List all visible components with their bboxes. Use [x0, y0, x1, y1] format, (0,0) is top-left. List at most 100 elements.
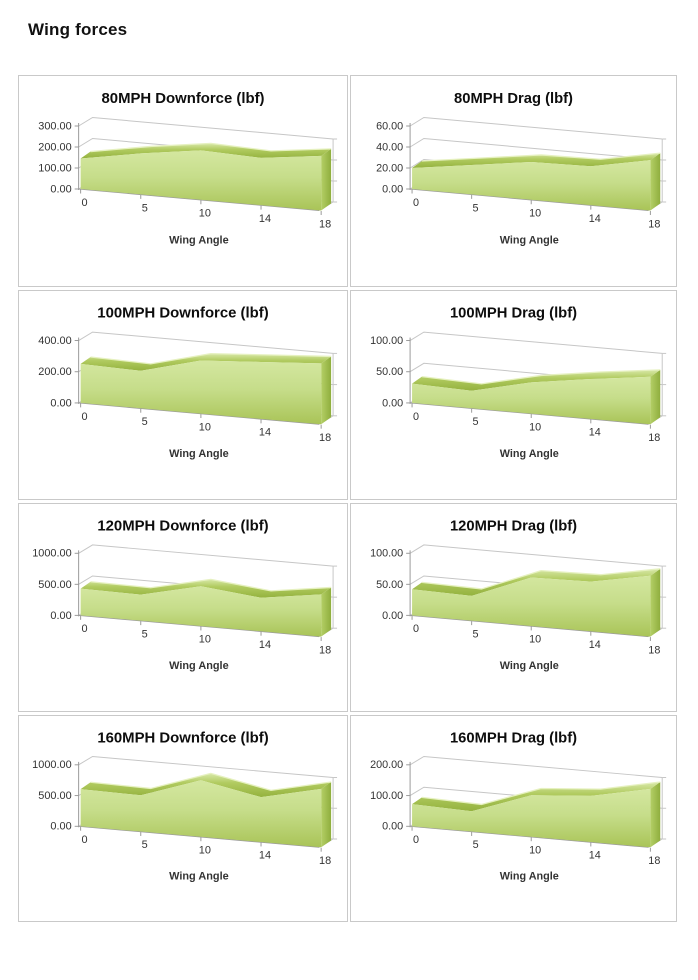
chart-title: 120MPH Downforce (lbf): [97, 519, 268, 535]
y-tick-label: 200.00: [370, 759, 403, 771]
area-front-face: [412, 376, 651, 425]
area-top-band: [80, 353, 332, 371]
x-tick-label: 18: [319, 855, 331, 867]
x-tick-label: 0: [82, 623, 88, 635]
x-tick-label: 5: [473, 628, 479, 640]
y-tick-label: 50.00: [376, 579, 403, 591]
area-band-highlight: [421, 568, 661, 590]
area-band-highlight: [90, 772, 332, 791]
y-tick-label: 500.00: [38, 579, 71, 591]
x-tick-label: 18: [648, 644, 660, 656]
chart-title: 80MPH Downforce (lbf): [101, 90, 264, 107]
area-front-face: [412, 788, 651, 848]
area-band-highlight: [421, 781, 661, 806]
chart-canvas-80mph-downforce: 80MPH Downforce (lbf) 0.00 100.00 200.00 300…: [38, 90, 338, 247]
gridline: [78, 544, 334, 567]
x-axis-title: Wing Angle: [169, 660, 229, 672]
y-tick-label: 400.00: [38, 335, 71, 347]
x-tick-label: 14: [259, 427, 271, 439]
x-tick-label: 14: [589, 213, 601, 225]
x-axis-title: Wing Angle: [169, 448, 229, 460]
y-tick-label: 50.00: [376, 366, 403, 378]
chart-120mph-drag: 120MPH Drag (lbf) 0.00 50.00 100.00 0 5 10 14 18…: [350, 503, 677, 712]
x-tick-label: 18: [648, 432, 660, 444]
chart-canvas-160mph-drag: 160MPH Drag (lbf) 0.00 100.00 200.00 0 5 10 14 1…: [370, 730, 667, 882]
chart-title: 100MPH Downforce (lbf): [97, 306, 268, 322]
chart-title: 160MPH Downforce (lbf): [97, 730, 268, 746]
y-tick-label: 60.00: [376, 120, 403, 132]
area-front-face: [412, 575, 651, 637]
chart-80mph-drag: 80MPH Drag (lbf) 0.00 20.00 40.00 60.00 0 5 10 1…: [350, 75, 677, 287]
x-axis-title: Wing Angle: [500, 448, 559, 460]
chart-canvas-160mph-downforce: 160MPH Downforce (lbf) 0.00 500.00 1000.00 0…: [32, 730, 338, 882]
x-tick-label: 14: [589, 850, 601, 862]
gridline: [409, 116, 663, 140]
area-band-highlight: [421, 369, 661, 385]
y-tick-label: 20.00: [376, 162, 403, 174]
x-tick-label: 14: [259, 639, 271, 651]
area-front-face: [80, 586, 322, 637]
gridline: [409, 756, 663, 778]
area-top-band: [412, 153, 661, 168]
gridline: [78, 116, 334, 140]
x-tick-label: 0: [413, 411, 419, 423]
x-tick-label: 18: [319, 218, 331, 230]
area-side-face: [650, 782, 661, 848]
y-tick-label: 0.00: [382, 610, 403, 622]
x-tick-label: 14: [259, 850, 271, 862]
chart-canvas-100mph-drag: 100MPH Drag (lbf) 0.00 50.00 100.00 0 5 10 14 18…: [370, 306, 667, 460]
area-side-face: [321, 148, 332, 211]
chart-canvas-120mph-downforce: 120MPH Downforce (lbf) 0.00 500.00 1000.00 0…: [32, 519, 338, 672]
area-front-face: [412, 160, 651, 211]
y-tick-label: 100.00: [370, 548, 403, 560]
x-tick-label: 5: [473, 416, 479, 428]
area-side-face: [650, 568, 661, 637]
y-tick-label: 300.00: [38, 120, 71, 132]
area-side-face: [650, 369, 661, 425]
gridline: [409, 544, 663, 567]
y-tick-label: 40.00: [376, 141, 403, 153]
gridline: [409, 137, 663, 161]
chart-160mph-drag: 160MPH Drag (lbf) 0.00 100.00 200.00 0 5 10 14 1…: [350, 715, 677, 922]
area-side-face: [321, 587, 332, 637]
y-tick-label: 0.00: [50, 821, 71, 833]
y-tick-label: 0.00: [382, 397, 403, 409]
y-tick-label: 0.00: [50, 397, 71, 409]
area-top-band: [412, 369, 661, 391]
x-tick-label: 5: [142, 628, 148, 640]
chart-title: 100MPH Drag (lbf): [450, 306, 577, 322]
x-tick-label: 0: [413, 623, 419, 635]
x-axis: [78, 614, 320, 638]
x-axis: [410, 402, 649, 425]
x-tick-label: 14: [589, 639, 601, 651]
area-front-face: [80, 780, 322, 848]
x-axis: [78, 825, 320, 848]
gridline: [409, 331, 663, 354]
x-tick-label: 14: [589, 427, 601, 439]
chart-160mph-downforce: 160MPH Downforce (lbf) 0.00 500.00 1000.00 0…: [18, 715, 348, 922]
chart-canvas-80mph-drag: 80MPH Drag (lbf) 0.00 20.00 40.00 60.00 0 5 10 1…: [376, 91, 667, 247]
x-axis-title: Wing Angle: [500, 234, 559, 246]
chart-100mph-drag: 100MPH Drag (lbf) 0.00 50.00 100.00 0 5 10 14 18…: [350, 290, 677, 500]
x-tick-label: 5: [473, 202, 479, 214]
x-tick-label: 10: [529, 421, 541, 433]
y-tick-label: 500.00: [38, 790, 71, 802]
area-top-band: [412, 568, 661, 596]
x-tick-label: 10: [199, 634, 211, 646]
area-band-highlight: [421, 152, 661, 162]
x-tick-label: 18: [648, 218, 660, 230]
x-tick-label: 0: [82, 834, 88, 846]
x-tick-label: 10: [529, 208, 541, 220]
x-tick-label: 0: [413, 197, 419, 209]
gridline: [78, 331, 334, 354]
area-top-band: [80, 773, 332, 798]
x-tick-label: 10: [199, 844, 211, 856]
y-tick-label: 100.00: [370, 335, 403, 347]
x-axis: [410, 614, 649, 638]
x-axis: [78, 188, 320, 211]
chart-title: 80MPH Drag (lbf): [454, 91, 573, 107]
x-tick-label: 5: [142, 202, 148, 214]
chart-100mph-downforce: 100MPH Downforce (lbf) 0.00 200.00 400.00 0 5…: [18, 290, 348, 500]
area-side-face: [650, 153, 661, 211]
area-front-face: [80, 360, 322, 425]
